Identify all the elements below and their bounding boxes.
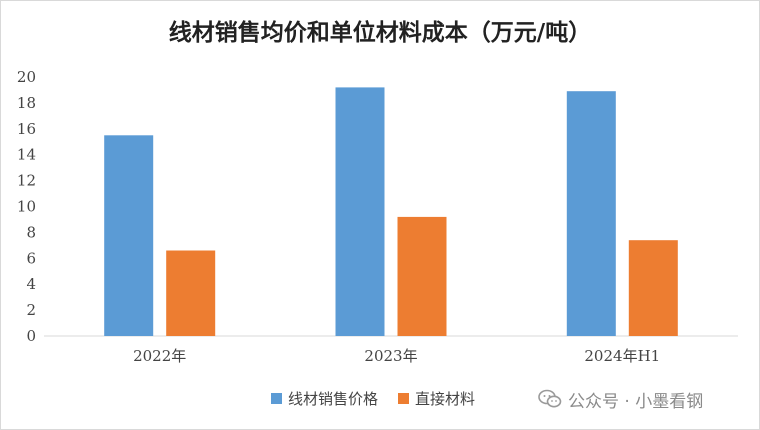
- y-tick-label: 4: [26, 275, 36, 293]
- watermark: 公众号 · 小墨看钢: [538, 385, 703, 413]
- y-tick-label: 8: [26, 223, 36, 241]
- y-tick-label: 12: [17, 172, 36, 190]
- bar-series-1-1: [104, 135, 154, 336]
- wechat-icon: [538, 389, 562, 408]
- legend-label-series-1: 线材销售价格: [288, 390, 378, 408]
- y-tick-label: 18: [17, 94, 36, 112]
- bar-series-2-2: [397, 216, 447, 336]
- x-tick-label: 2023年: [364, 347, 417, 365]
- bars: [104, 87, 678, 337]
- x-tick-label: 2022年: [133, 347, 186, 365]
- x-tick-label: 2024年H1: [584, 347, 660, 365]
- watermark-text: 公众号 · 小墨看钢: [568, 391, 704, 412]
- bar-series-1-3: [566, 91, 616, 336]
- legend-swatch-series-1: [271, 393, 282, 404]
- y-tick-label: 10: [17, 198, 36, 216]
- y-axis: 0 2 4 6 8 10 12 14 16 18 20: [17, 68, 36, 345]
- x-axis: 2022年 2023年 2024年H1: [133, 347, 660, 365]
- legend: 线材销售价格 直接材料: [271, 390, 475, 408]
- y-tick-label: 16: [17, 120, 36, 138]
- bar-series-2-1: [166, 250, 216, 336]
- y-tick-label: 2: [26, 301, 36, 319]
- y-tick-label: 20: [17, 68, 36, 86]
- legend-swatch-series-2: [398, 393, 409, 404]
- chart-title: 线材销售均价和单位材料成本（万元/吨）: [169, 19, 591, 46]
- y-tick-label: 14: [17, 146, 36, 164]
- legend-label-series-2: 直接材料: [415, 390, 475, 408]
- bar-series-1-2: [335, 87, 385, 337]
- bar-series-2-3: [628, 240, 678, 336]
- y-tick-label: 0: [26, 327, 36, 345]
- y-tick-label: 6: [26, 249, 36, 267]
